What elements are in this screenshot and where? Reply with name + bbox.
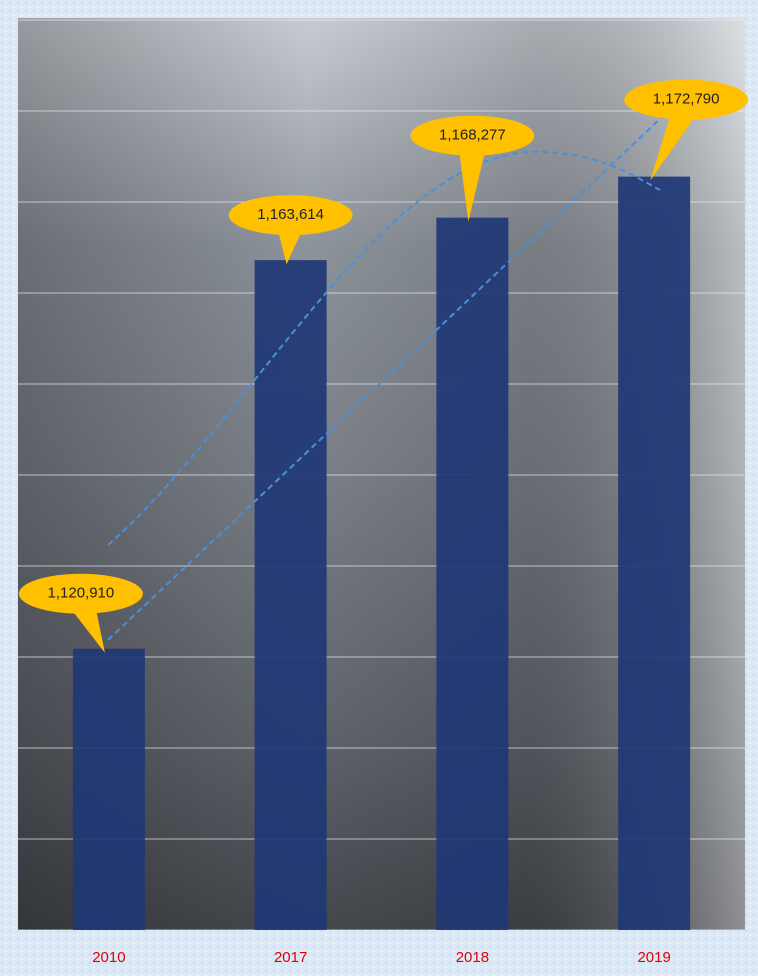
bar <box>436 218 508 930</box>
x-tick-label: 2019 <box>637 949 670 966</box>
bar <box>73 649 145 930</box>
chart: 2010 1,120,910 2017 1,163,614 2018 1,168,277 2… <box>0 0 758 976</box>
x-tick-label: 2017 <box>274 949 307 966</box>
bar <box>618 177 690 930</box>
bar <box>255 260 327 930</box>
data-label: 1,172,790 <box>653 91 720 108</box>
data-label: 1,168,277 <box>439 127 506 144</box>
x-tick-label: 2018 <box>456 949 489 966</box>
data-label: 1,163,614 <box>257 206 324 223</box>
x-tick-label: 2010 <box>92 949 125 966</box>
page: {"chart_data": {"type": "bar", "categori… <box>0 0 758 976</box>
data-label: 1,120,910 <box>48 585 115 602</box>
